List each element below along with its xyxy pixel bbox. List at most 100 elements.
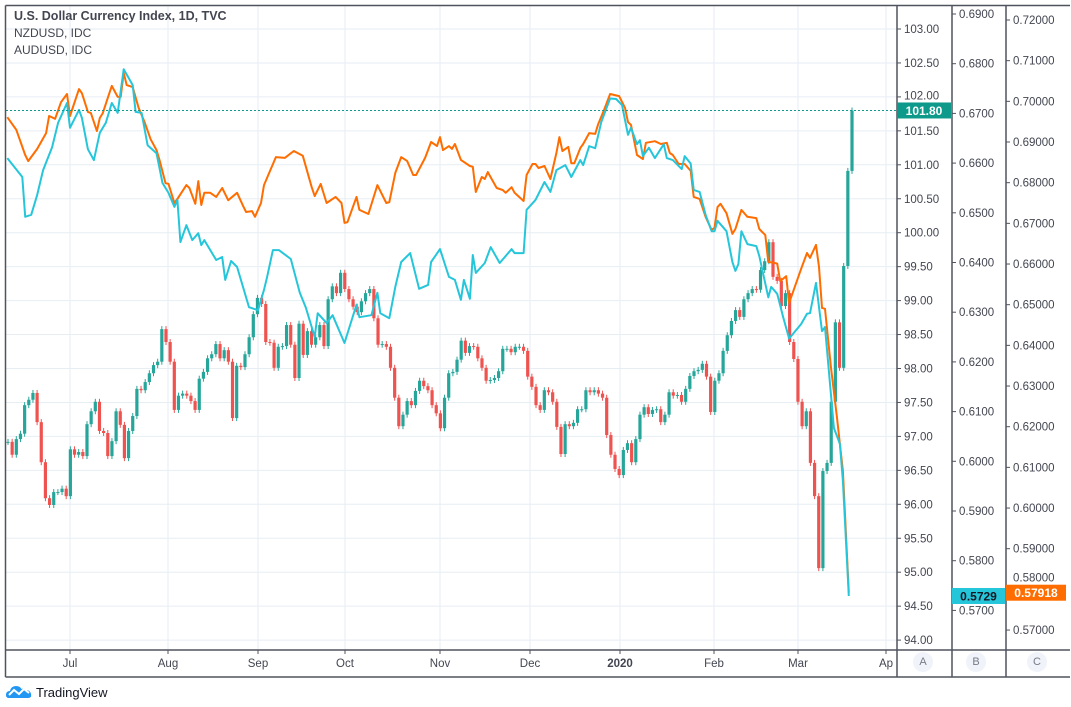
candle <box>542 390 546 410</box>
price-axis-c[interactable]: 0.72000 0.71000 0.70000 0.69000 0.68000 0.670… <box>1006 15 1055 637</box>
candle <box>272 342 276 368</box>
candle <box>617 468 621 476</box>
candle <box>434 405 438 414</box>
candle <box>513 346 517 353</box>
candle <box>18 433 23 440</box>
dxy-last-label-bg <box>897 102 951 119</box>
candle <box>563 424 567 455</box>
axis-label: 0.6800 <box>959 59 994 71</box>
candle <box>638 414 642 440</box>
axis-label: 0.70000 <box>1013 96 1055 108</box>
candle <box>750 289 754 294</box>
candle <box>214 344 218 355</box>
candle <box>222 350 226 359</box>
candle <box>663 414 667 423</box>
candle <box>201 371 206 379</box>
candle <box>442 397 447 429</box>
axis-label: 0.69000 <box>1013 137 1055 149</box>
tradingview-brand[interactable]: TradingView <box>6 684 108 700</box>
candle <box>376 318 380 345</box>
candle <box>484 367 488 381</box>
scale-button-c[interactable]: C <box>1027 652 1047 672</box>
candle <box>409 401 413 406</box>
candle <box>796 358 800 402</box>
candle <box>438 413 442 429</box>
candle <box>160 329 164 362</box>
candle <box>268 342 272 344</box>
scale-button-a[interactable]: A <box>913 652 933 672</box>
audusd-last-label-bg <box>1006 584 1066 601</box>
candle <box>588 390 592 393</box>
time-axis[interactable]: Jul Aug Sep Oct Nov Dec 2020 Feb Mar Ap <box>63 650 893 670</box>
candle <box>10 441 14 455</box>
candle <box>729 320 734 336</box>
candle <box>193 401 197 410</box>
price-axis-b[interactable]: 0.6900 0.6800 0.6700 0.6600 0.6500 0.6400 0.63… <box>952 9 994 617</box>
candle <box>679 394 684 402</box>
axis-label: 0.6400 <box>959 258 994 270</box>
candle <box>380 344 384 346</box>
candle <box>800 401 804 427</box>
time-label: Feb <box>704 658 724 670</box>
candle <box>526 350 530 377</box>
candle <box>301 323 305 355</box>
candle <box>426 386 430 391</box>
candle <box>804 411 808 427</box>
nzdusd-line <box>6 68 850 597</box>
axis-label: 0.59000 <box>1013 544 1055 556</box>
candle <box>812 462 817 497</box>
candle <box>52 492 56 505</box>
candle <box>31 392 35 400</box>
candle <box>596 390 600 394</box>
candle <box>646 407 650 414</box>
audusd-last-label: 0.57918 <box>1014 586 1058 600</box>
candle <box>393 367 397 398</box>
axis-label: 99.00 <box>904 296 933 308</box>
candle <box>164 329 168 343</box>
legend-nzdusd[interactable]: NZDUSD, IDC <box>14 26 92 40</box>
legend-audusd[interactable]: AUDUSD, IDC <box>14 43 93 57</box>
candle <box>14 439 18 455</box>
candle <box>280 346 285 348</box>
candle <box>833 322 837 402</box>
audusd-line <box>6 71 850 593</box>
scale-button-b[interactable]: B <box>966 652 986 672</box>
candle <box>455 359 459 372</box>
candle <box>322 325 326 347</box>
candle <box>575 409 580 423</box>
candle <box>89 411 93 425</box>
candle <box>397 397 401 427</box>
legend-main-series[interactable]: U.S. Dollar Currency Index, 1D, TVC <box>14 9 227 23</box>
price-axis-a[interactable]: 103.00 102.50 102.00 101.50 101.00 100.50 100.… <box>897 24 939 647</box>
candle <box>143 382 147 391</box>
candle <box>289 325 293 345</box>
candle <box>605 397 609 436</box>
candle <box>746 293 750 300</box>
candle <box>630 443 634 463</box>
axis-label: 98.50 <box>904 330 933 342</box>
dxy-candles <box>6 107 854 572</box>
candle <box>625 443 630 450</box>
candle <box>147 373 151 383</box>
dxy-last-label: 101.80 <box>906 104 943 118</box>
axis-label: 0.72000 <box>1013 15 1055 27</box>
candle <box>546 390 551 393</box>
candle <box>330 286 334 300</box>
candle <box>56 492 60 494</box>
candle <box>459 340 463 360</box>
candle <box>758 270 763 290</box>
axis-label: 98.00 <box>904 364 933 376</box>
candle <box>305 331 309 355</box>
axis-label: 95.50 <box>904 533 933 545</box>
candle <box>122 424 127 459</box>
candle <box>247 337 251 355</box>
candle <box>650 409 655 414</box>
brand-name: TradingView <box>36 684 108 700</box>
candle <box>742 299 746 317</box>
candle <box>239 365 243 368</box>
candle <box>688 375 692 389</box>
axis-label: 96.50 <box>904 465 933 477</box>
axis-label: 95.00 <box>904 567 933 579</box>
candle <box>775 276 779 281</box>
